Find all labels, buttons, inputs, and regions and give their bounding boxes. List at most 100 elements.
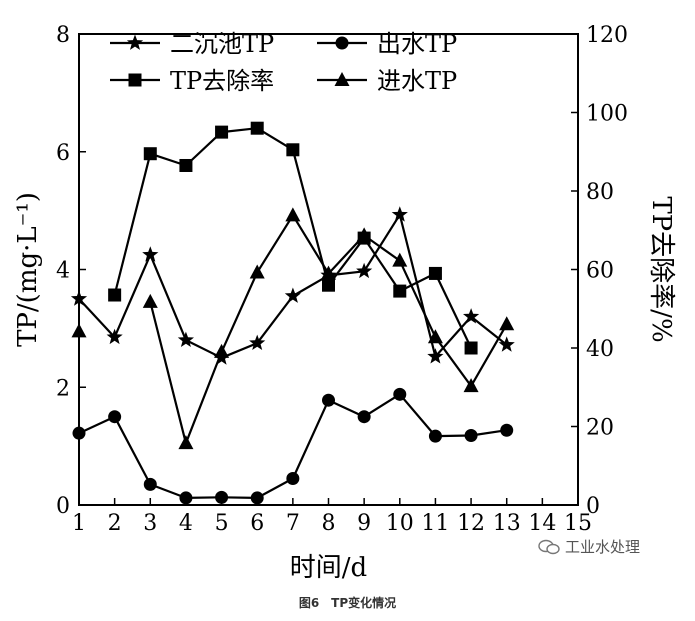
x-tick-label: 2 <box>108 511 122 536</box>
y-right-tick-label: 60 <box>586 259 614 284</box>
data-point <box>284 287 301 303</box>
data-point <box>215 490 229 504</box>
data-point <box>322 278 335 292</box>
y-right-tick-label: 20 <box>586 416 614 441</box>
y-left-tick-label: 6 <box>56 141 70 166</box>
series-triangle <box>71 207 515 450</box>
data-point <box>321 265 336 280</box>
data-point <box>106 328 123 345</box>
data-point <box>179 158 193 172</box>
series-square <box>108 121 478 355</box>
data-point <box>391 206 408 222</box>
y-right-axis-title: TP去除率/% <box>646 196 676 342</box>
data-point <box>177 331 194 347</box>
data-point <box>500 423 514 437</box>
data-point <box>143 477 157 491</box>
y-right-tick-label: 120 <box>586 23 628 48</box>
data-point <box>143 147 157 161</box>
x-tick-label: 6 <box>250 511 264 536</box>
y-left-tick-label: 8 <box>56 23 70 48</box>
data-point <box>179 491 193 505</box>
x-tick-label: 13 <box>493 511 521 536</box>
y-right-tick-label: 80 <box>586 180 614 205</box>
data-point <box>463 378 479 393</box>
data-point <box>285 207 301 222</box>
legend-label: 进水TP <box>377 67 457 95</box>
figure-caption: 图6 TP变化情况 <box>298 596 397 610</box>
y-left-tick-label: 0 <box>56 494 70 519</box>
data-point <box>178 435 194 450</box>
legend-marker <box>334 72 350 86</box>
series-circle <box>72 387 514 505</box>
y-left-tick-label: 4 <box>56 259 70 284</box>
x-axis-title: 时间/d <box>290 553 367 583</box>
legend-marker <box>128 73 142 87</box>
x-tick-label: 9 <box>357 511 371 536</box>
x-tick-label: 1 <box>72 511 86 536</box>
x-tick-label: 10 <box>386 511 414 536</box>
data-point <box>393 284 407 298</box>
series <box>70 121 515 505</box>
wechat-icon <box>538 539 560 554</box>
data-point <box>214 343 230 358</box>
x-tick-label: 8 <box>322 511 336 536</box>
x-tick-label: 3 <box>143 511 157 536</box>
data-point <box>286 143 300 157</box>
ticks: 1 2 3 4 5 6 7 8 9 10 11 12 13 14 150246802040608010012… <box>56 23 628 536</box>
x-tick-label: 4 <box>179 511 193 536</box>
series-star <box>70 206 515 365</box>
data-point <box>286 472 300 486</box>
data-point <box>356 262 373 279</box>
data-point <box>357 410 371 424</box>
x-tick-label: 11 <box>421 511 449 536</box>
data-point <box>322 393 335 407</box>
data-point <box>249 264 265 279</box>
data-point <box>108 288 122 302</box>
legend-entry: 二沉池TP <box>110 30 274 58</box>
legend-label: 二沉池TP <box>170 30 274 58</box>
legend-entry: 出水TP <box>317 30 457 58</box>
data-point <box>464 341 478 355</box>
x-tick-label: 15 <box>564 511 592 536</box>
legend: 二沉池TP 出水TP TP去除率 进水TP <box>110 30 457 95</box>
x-tick-label: 14 <box>528 511 556 536</box>
data-point <box>249 334 266 350</box>
legend-entry: TP去除率 <box>110 67 274 95</box>
y-right-tick-label: 100 <box>586 102 628 127</box>
axes: 时间/d TP/(mg·L⁻¹) TP去除率/% <box>13 33 676 583</box>
data-point <box>464 429 478 443</box>
y-left-tick-label: 2 <box>56 376 70 401</box>
y-left-axis-title: TP/(mg·L⁻¹) <box>13 192 43 347</box>
data-point <box>498 336 515 352</box>
data-point <box>142 293 158 308</box>
data-point <box>428 266 442 280</box>
data-point <box>142 246 159 262</box>
data-point <box>392 252 408 267</box>
data-point <box>427 329 443 344</box>
y-right-tick-label: 40 <box>586 337 614 362</box>
data-point <box>427 348 444 364</box>
data-point <box>71 323 87 338</box>
data-point <box>250 491 264 505</box>
watermark-text: 工业水处理 <box>565 538 641 556</box>
data-point <box>250 121 264 135</box>
data-point <box>215 125 229 139</box>
legend-marker <box>126 34 144 50</box>
series-line <box>113 127 473 349</box>
data-point <box>393 387 407 401</box>
x-tick-label: 12 <box>457 511 485 536</box>
data-point <box>72 426 86 440</box>
data-point <box>499 316 515 331</box>
x-tick-label: 5 <box>215 511 229 536</box>
legend-label: TP去除率 <box>170 67 274 95</box>
data-point <box>70 290 88 306</box>
data-point <box>108 410 122 424</box>
data-point <box>356 227 372 242</box>
data-point <box>428 429 442 443</box>
legend-label: 出水TP <box>377 30 457 58</box>
tp-chart: 时间/dTP/(mg·L⁻¹) TP去除率/% 1 2 3 4 5 6 7 8 9 10 11 12 13… <box>13 23 676 583</box>
legend-marker <box>335 36 349 50</box>
series-line <box>149 214 508 445</box>
y-right-tick-label: 0 <box>586 494 600 519</box>
legend-entry: 进水TP <box>317 67 457 95</box>
